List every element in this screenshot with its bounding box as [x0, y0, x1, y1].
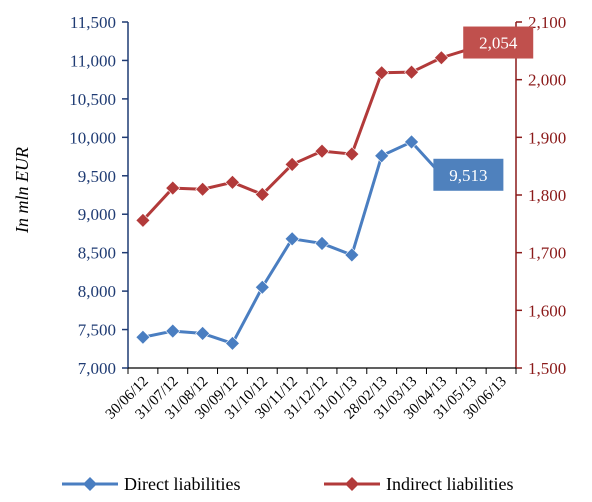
- data-point: [165, 323, 181, 339]
- data-point: [344, 146, 360, 162]
- legend-item: Indirect liabilities: [324, 474, 513, 494]
- left-tick-label: 11,500: [70, 13, 116, 32]
- data-point: [254, 186, 270, 202]
- left-tick-label: 7,000: [78, 359, 116, 378]
- data-point: [284, 231, 300, 247]
- data-point: [374, 65, 390, 81]
- legend: Direct liabilities Indirect liabilities: [62, 474, 513, 494]
- data-point: [314, 143, 330, 159]
- axes: [127, 22, 517, 369]
- left-tick-label: 10,000: [69, 128, 116, 147]
- callout-box: [433, 158, 504, 191]
- right-tick-label: 1,900: [528, 128, 566, 147]
- data-point: [195, 325, 211, 341]
- left-tick-label: 9,500: [78, 167, 116, 186]
- callout-label: 9,513: [449, 166, 487, 185]
- series-line: [141, 47, 472, 222]
- right-tick-label: 1,800: [528, 186, 566, 205]
- data-point: [284, 157, 300, 172]
- right-tick-label: 1,700: [528, 244, 566, 263]
- data-point: [374, 148, 390, 164]
- right-tick-label: 1,500: [528, 359, 566, 378]
- callouts: 9,513 2,054: [433, 26, 534, 191]
- series-layer: [135, 41, 479, 351]
- left-tick-label: 11,000: [70, 51, 116, 70]
- right-tick-label: 2,000: [528, 71, 566, 90]
- left-tick-label: 10,500: [69, 90, 116, 109]
- right-tick-label: 2,100: [528, 13, 566, 32]
- data-point: [404, 64, 419, 80]
- data-point: [225, 174, 240, 190]
- callout-box: [463, 26, 534, 59]
- legend-swatch-marker: [345, 477, 359, 491]
- data-point: [433, 50, 449, 66]
- legend-label: Direct liabilities: [124, 474, 240, 494]
- callout-label: 2,054: [479, 34, 518, 53]
- legend-item: Direct liabilities: [62, 474, 240, 494]
- data-point: [225, 335, 240, 351]
- y-axis-label: In mln EUR: [12, 147, 32, 234]
- legend-swatch-marker: [83, 477, 97, 491]
- data-point: [344, 247, 360, 263]
- data-point: [314, 236, 330, 251]
- x-axis-ticks: 30/06/1231/07/1231/08/1230/09/1231/10/12…: [103, 368, 517, 423]
- left-tick-label: 9,000: [78, 205, 116, 224]
- legend-label: Indirect liabilities: [386, 474, 513, 494]
- right-axis-ticks: 1,500 1,600 1,700 1,800 1,900 2,000 2,100: [516, 13, 566, 378]
- data-point: [254, 279, 270, 295]
- series-2: [135, 41, 479, 228]
- data-point: [195, 181, 211, 197]
- left-tick-label: 8,000: [78, 282, 116, 301]
- right-tick-label: 1,600: [528, 301, 566, 320]
- data-point: [165, 180, 181, 196]
- left-tick-label: 8,500: [78, 244, 116, 263]
- data-point: [135, 212, 151, 228]
- data-point: [404, 134, 419, 150]
- data-point: [135, 329, 151, 345]
- left-tick-label: 7,500: [78, 321, 116, 340]
- left-axis-ticks: 7,000 7,500 8,000 8,500 9,000 9,500 10,000 10,5…: [69, 13, 128, 378]
